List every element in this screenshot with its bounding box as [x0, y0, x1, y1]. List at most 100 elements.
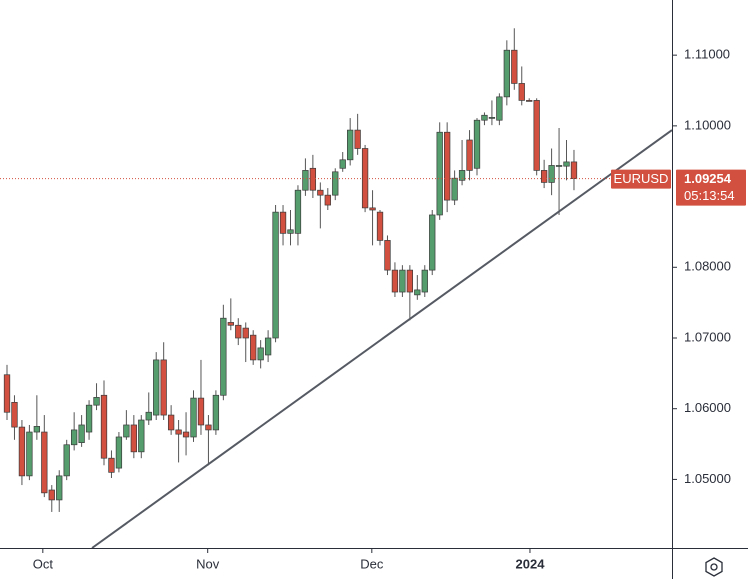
- candle-body: [488, 117, 496, 119]
- candle-body: [511, 49, 518, 84]
- symbol-label-box: [611, 169, 671, 189]
- candle-body: [93, 397, 100, 406]
- candle-body: [235, 324, 242, 339]
- y-tick-label: 1.05000: [684, 471, 731, 486]
- candle-body: [227, 322, 234, 326]
- candle-body: [354, 129, 361, 149]
- candle-body: [250, 334, 257, 361]
- candle-body: [526, 100, 533, 102]
- y-tick-label: 1.11000: [684, 47, 730, 62]
- candle-body: [160, 359, 167, 416]
- countdown-label: 05:13:54: [684, 188, 735, 203]
- candle-body: [481, 114, 488, 121]
- candle-body: [429, 214, 436, 271]
- candle-body: [78, 424, 85, 443]
- candle-body: [563, 161, 570, 167]
- candle-body: [220, 317, 227, 396]
- candle-body: [279, 211, 287, 234]
- candle-body: [361, 148, 369, 209]
- y-tick-label: 1.07000: [684, 329, 731, 344]
- candle-body: [324, 194, 331, 206]
- candle-body: [339, 159, 346, 169]
- price-label: 1.09254: [684, 171, 732, 186]
- x-tick-label: Oct: [33, 556, 54, 571]
- y-tick-label: 1.10000: [684, 117, 731, 132]
- candle-body: [287, 229, 294, 234]
- candle-body: [145, 411, 152, 421]
- candle-body: [264, 337, 272, 356]
- candle-body: [294, 189, 302, 234]
- candle-body: [175, 429, 182, 435]
- x-tick-label: Dec: [360, 556, 384, 571]
- candle-body: [242, 327, 249, 339]
- candle-body: [473, 119, 481, 169]
- candle-body: [33, 426, 41, 433]
- candle-body: [48, 489, 55, 501]
- candle-body: [376, 211, 384, 241]
- trendline: [91, 129, 673, 549]
- candle-body: [123, 424, 130, 438]
- candle-body: [570, 161, 578, 179]
- candle-body: [130, 424, 137, 453]
- candle-body: [257, 347, 264, 361]
- candle-body: [548, 165, 555, 183]
- candle-body: [399, 269, 406, 293]
- candle-body: [466, 139, 473, 171]
- candle-body: [11, 401, 18, 428]
- candle-body: [414, 289, 421, 296]
- candle-body: [71, 429, 78, 446]
- candle-body: [63, 444, 70, 477]
- candle-body: [153, 359, 160, 416]
- candle-body: [115, 436, 123, 469]
- candle-body: [406, 269, 414, 293]
- candle-body: [458, 170, 466, 181]
- candle-body: [167, 414, 175, 431]
- symbol-label: EURUSD: [614, 171, 669, 186]
- candle-body: [555, 165, 563, 167]
- candle-body: [533, 100, 540, 171]
- candle-body: [347, 129, 354, 161]
- y-tick-label: 1.06000: [684, 400, 731, 415]
- candle-body: [384, 240, 391, 271]
- candle-body: [302, 170, 309, 191]
- candle-body: [272, 211, 279, 339]
- candle-body: [41, 431, 48, 494]
- candle-body: [212, 394, 220, 431]
- candle-body: [182, 431, 190, 438]
- candle-body: [540, 170, 548, 183]
- x-tick-label: 2024: [516, 556, 546, 571]
- candle-body: [317, 189, 324, 196]
- candle-body: [56, 475, 63, 501]
- candle-body: [518, 83, 525, 101]
- candle-body: [26, 431, 33, 477]
- candle-body: [190, 397, 197, 438]
- settings-icon-center[interactable]: [710, 563, 718, 571]
- candle-body: [100, 394, 108, 459]
- candle-body: [444, 131, 451, 201]
- x-tick-label: Nov: [196, 556, 220, 571]
- candle-body: [108, 457, 115, 473]
- price-label-box: [676, 169, 746, 206]
- candle-body: [451, 177, 458, 201]
- plot-area: [3, 28, 673, 549]
- candle-body: [3, 374, 11, 413]
- candle-body: [309, 167, 317, 191]
- candle-body: [138, 419, 145, 453]
- candle-body: [421, 269, 428, 293]
- candle-body: [503, 49, 510, 98]
- candle-body: [496, 96, 503, 121]
- candle-body: [332, 171, 339, 196]
- candle-body: [436, 131, 443, 216]
- settings-button[interactable]: [705, 557, 723, 577]
- candle-body: [197, 397, 205, 426]
- settings-icon[interactable]: [705, 557, 723, 577]
- candle-body: [18, 426, 26, 477]
- y-tick-label: 1.08000: [684, 259, 731, 274]
- candle-body: [205, 424, 212, 431]
- candle-body: [85, 404, 93, 433]
- candle-body: [391, 269, 399, 293]
- candle-body: [369, 207, 376, 211]
